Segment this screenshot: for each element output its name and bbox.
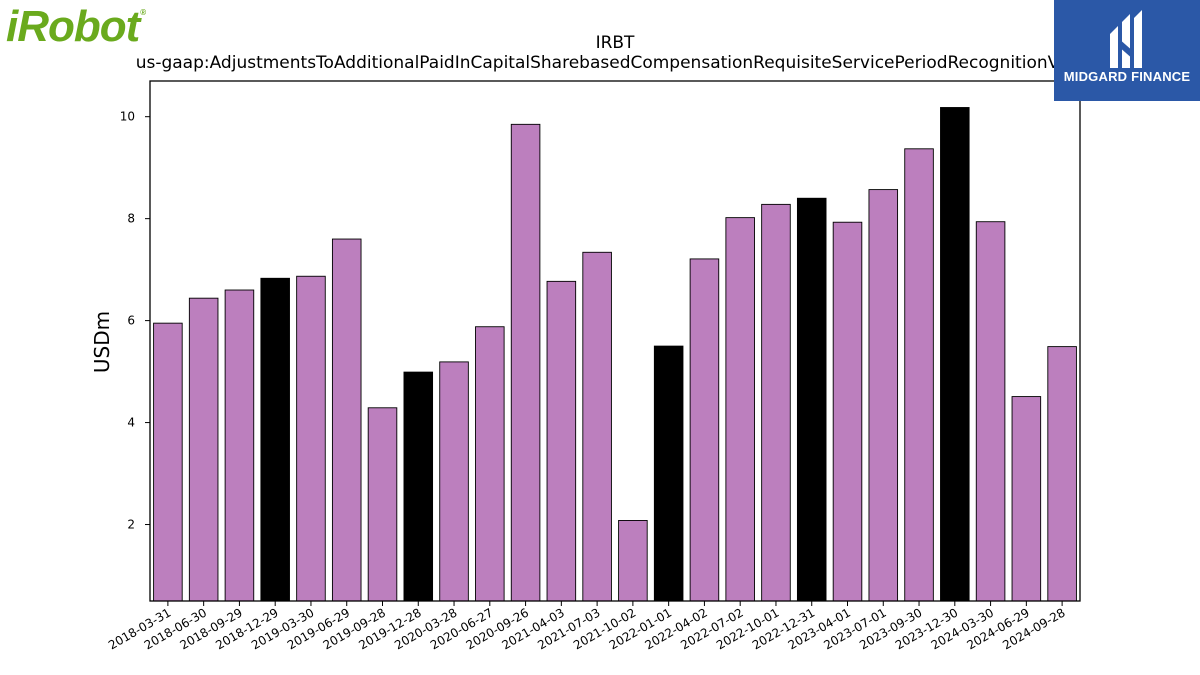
irobot-logo: iRobot® bbox=[6, 2, 146, 52]
chart-title: IRBT bbox=[596, 33, 635, 53]
y-tick-label: 8 bbox=[127, 212, 135, 226]
midgard-finance-wordmark: MIDGARD FINANCE bbox=[1063, 69, 1191, 84]
bar-2021-04-03 bbox=[546, 280, 577, 602]
bar-2024-06-29 bbox=[1011, 396, 1042, 602]
bar-2018-03-31 bbox=[153, 322, 183, 602]
bar-2020-06-27 bbox=[475, 326, 505, 602]
bar-2023-04-01 bbox=[832, 221, 863, 602]
bar-2022-04-02 bbox=[689, 258, 720, 602]
bar-2023-12-30 bbox=[940, 107, 970, 602]
bar-2019-09-28 bbox=[367, 407, 398, 602]
bar-2018-12-29 bbox=[260, 277, 290, 602]
bar-2023-07-01 bbox=[868, 189, 899, 602]
bars bbox=[153, 107, 1077, 602]
bar-2022-01-01 bbox=[653, 345, 684, 602]
bar-2021-10-02 bbox=[618, 520, 648, 602]
bar-2022-12-31 bbox=[796, 197, 827, 602]
bar-2018-09-29 bbox=[224, 289, 255, 602]
plot-frame bbox=[149, 80, 1081, 602]
bar-2022-07-02 bbox=[725, 217, 755, 602]
midgard-finance-logo: MIDGARD FINANCE bbox=[1054, 0, 1200, 101]
bar-2021-07-03 bbox=[582, 251, 612, 602]
y-tick-label: 10 bbox=[120, 110, 135, 124]
y-axis-label: USDm bbox=[90, 311, 114, 373]
irobot-logo-text: iRobot bbox=[6, 2, 140, 51]
bar-2023-09-30 bbox=[904, 148, 934, 602]
bar-2018-06-30 bbox=[188, 297, 219, 602]
bar-2024-03-30 bbox=[975, 221, 1006, 602]
chart-subtitle: us-gaap:AdjustmentsToAdditionalPaidInCap… bbox=[136, 53, 1095, 73]
y-tick-label: 2 bbox=[127, 518, 135, 532]
bar-2022-10-01 bbox=[761, 203, 791, 602]
registered-mark: ® bbox=[140, 8, 146, 17]
midgard-m-icon bbox=[1110, 10, 1142, 68]
y-tick-label: 4 bbox=[127, 416, 135, 430]
bar-2019-03-30 bbox=[296, 275, 326, 602]
y-tick-label: 6 bbox=[127, 314, 135, 328]
bar-2019-06-29 bbox=[331, 238, 362, 602]
bar-2019-12-28 bbox=[403, 371, 434, 602]
bar-2020-09-26 bbox=[510, 123, 541, 602]
bar-2024-09-28 bbox=[1047, 346, 1077, 602]
bar-2020-03-28 bbox=[439, 361, 469, 602]
